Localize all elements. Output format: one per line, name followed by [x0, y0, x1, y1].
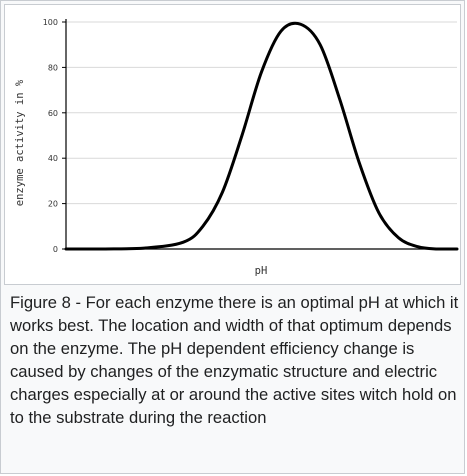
chart-frame: 0 20 40 60 80 100 enzyme activity in % pH: [4, 4, 461, 285]
y-tick-label-60: 60: [48, 109, 58, 118]
activity-curve: [64, 21, 459, 251]
y-axis-label: enzyme activity in %: [14, 79, 26, 206]
y-tick-label-0: 0: [53, 245, 58, 254]
y-tick-label-20: 20: [48, 200, 58, 209]
y-tick-label-100: 100: [43, 18, 58, 27]
figure-caption: Figure 8 - For each enzyme there is an o…: [10, 293, 459, 427]
y-tick-label-40: 40: [48, 154, 58, 163]
x-axis-label: pH: [255, 265, 268, 277]
enzyme-activity-chart: 0 20 40 60 80 100 enzyme activity in % pH: [14, 18, 459, 277]
y-tick-label-80: 80: [48, 63, 58, 72]
